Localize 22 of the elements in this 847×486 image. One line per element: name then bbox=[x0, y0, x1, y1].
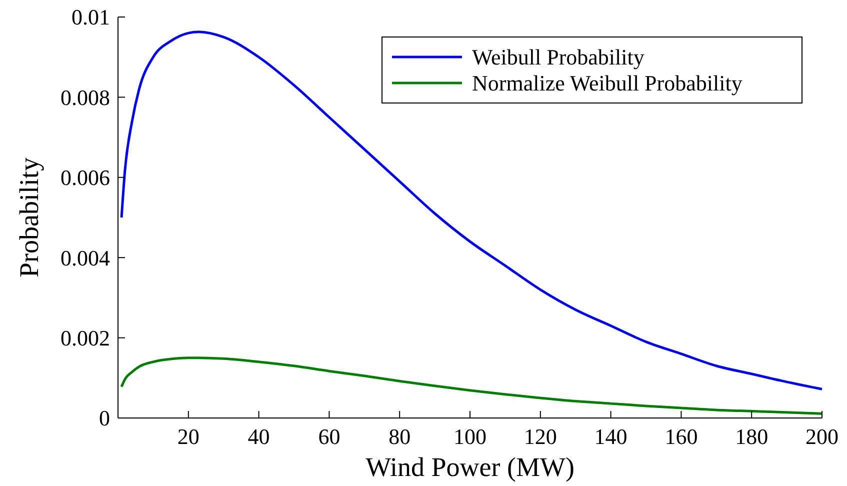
y-tick-label: 0.002 bbox=[60, 326, 110, 350]
x-tick-label: 120 bbox=[524, 424, 557, 449]
line-series bbox=[120, 356, 824, 415]
x-tick-label: 180 bbox=[735, 424, 768, 449]
x-tick-label: 160 bbox=[664, 424, 698, 449]
x-tick-label: 40 bbox=[248, 424, 270, 449]
x-tick-label: 140 bbox=[594, 424, 628, 449]
x-tick-label: 60 bbox=[318, 424, 340, 449]
y-axis-title: Probability bbox=[14, 157, 44, 278]
x-tick-label: 20 bbox=[177, 424, 200, 449]
x-tick-label: 200 bbox=[806, 424, 838, 449]
y-tick-label: 0.006 bbox=[60, 165, 110, 190]
y-tick-label: 0.01 bbox=[72, 4, 110, 30]
y-tick-label: 0 bbox=[99, 406, 110, 431]
x-tick-label: 100 bbox=[454, 424, 486, 449]
legend-label: Weibull Probability bbox=[472, 44, 644, 70]
y-tick-label: 0.004 bbox=[60, 245, 110, 270]
x-axis-title: Wind Power (MW) bbox=[366, 452, 574, 482]
line-series bbox=[120, 30, 824, 390]
x-tick-label: 80 bbox=[388, 424, 411, 449]
legend-label: Normalize Weibull Probability bbox=[472, 70, 742, 96]
y-tick-label: 0.008 bbox=[60, 84, 110, 110]
